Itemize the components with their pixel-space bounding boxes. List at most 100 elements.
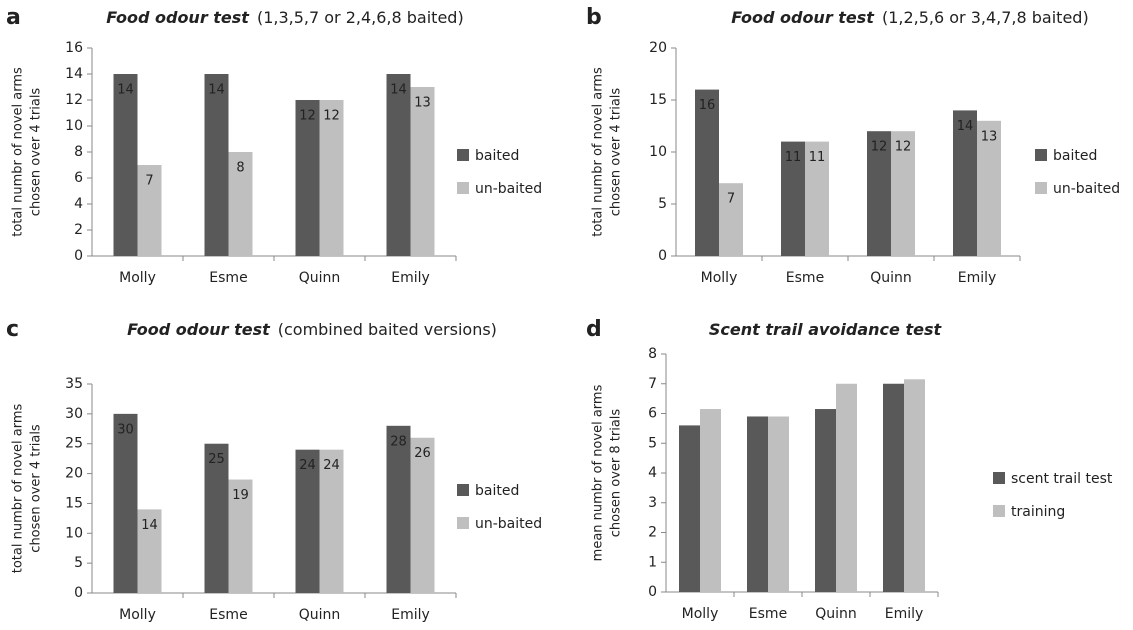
y-tick-label: 10 <box>649 144 667 160</box>
value-label: 25 <box>208 452 225 467</box>
legend-label: baited <box>475 483 519 499</box>
y-axis-label: chosen over 8 trials <box>609 409 624 538</box>
value-label: 13 <box>981 129 998 144</box>
y-axis-label: total numbr of novel arms <box>11 404 26 574</box>
chart-panel: c Food odour test (combined baited version… <box>6 317 542 623</box>
value-label: 14 <box>141 518 158 533</box>
x-tick-label: Emily <box>958 270 997 286</box>
bar <box>805 141 829 256</box>
value-label: 11 <box>785 150 802 165</box>
bar <box>295 100 320 256</box>
bar <box>815 409 836 592</box>
x-tick-label: Emily <box>391 270 430 286</box>
bar <box>386 74 411 256</box>
bar <box>836 383 857 592</box>
value-label: 11 <box>809 150 826 165</box>
title-note: (1,3,5,7 or 2,4,6,8 baited) <box>257 8 464 27</box>
bar <box>319 100 344 256</box>
chart-panel: d Scent trail avoidance test mean numbr of… <box>586 317 1113 622</box>
y-axis-label: chosen over 4 trials <box>29 424 44 553</box>
y-tick-label: 20 <box>649 40 667 56</box>
bar <box>977 120 1001 256</box>
y-tick-label: 6 <box>74 170 83 186</box>
bar <box>113 74 138 256</box>
y-tick-label: 15 <box>65 495 83 511</box>
y-tick-label: 1 <box>648 554 657 570</box>
value-label: 7 <box>145 174 153 189</box>
y-tick-label: 7 <box>648 376 657 392</box>
value-label: 12 <box>299 109 316 124</box>
value-label: 12 <box>323 109 340 124</box>
title-note: (combined baited versions) <box>278 320 497 339</box>
legend-label: training <box>1011 504 1065 520</box>
y-tick-label: 4 <box>74 196 83 212</box>
value-label: 24 <box>299 458 316 473</box>
legend-swatch <box>457 182 469 194</box>
legend-label: un-baited <box>475 181 542 197</box>
y-tick-label: 8 <box>74 144 83 160</box>
y-tick-label: 0 <box>74 248 83 264</box>
x-tick-label: Quinn <box>870 270 912 286</box>
x-tick-label: Esme <box>209 607 247 623</box>
y-axis-label: total numbr of novel arms <box>11 67 26 237</box>
legend-label: un-baited <box>475 516 542 532</box>
bar <box>781 141 805 256</box>
legend-swatch <box>1035 182 1047 194</box>
bar <box>319 449 344 593</box>
y-tick-label: 6 <box>648 406 657 422</box>
y-tick-label: 14 <box>65 66 83 82</box>
y-tick-label: 15 <box>649 92 667 108</box>
value-label: 14 <box>957 119 974 134</box>
value-label: 30 <box>117 422 134 437</box>
bar <box>137 165 162 256</box>
y-tick-label: 30 <box>65 406 83 422</box>
x-tick-label: Quinn <box>299 270 341 286</box>
x-tick-label: Molly <box>119 270 156 286</box>
chart-panel: a Food odour test (1,3,5,7 or 2,4,6,8 bait… <box>6 5 542 286</box>
bar <box>953 110 977 257</box>
y-axis-label: total numbr of novel arms <box>591 67 606 237</box>
legend-swatch <box>457 517 469 529</box>
y-tick-label: 16 <box>65 40 83 56</box>
panel-label: d <box>586 317 602 342</box>
value-label: 16 <box>699 98 716 113</box>
value-label: 26 <box>414 446 431 461</box>
x-tick-label: Molly <box>682 606 719 622</box>
y-tick-label: 5 <box>648 435 657 451</box>
y-tick-label: 0 <box>648 584 657 600</box>
title-main: Food odour test <box>127 320 271 339</box>
x-tick-label: Esme <box>209 270 247 286</box>
bar <box>719 183 743 256</box>
bar <box>228 152 253 256</box>
value-label: 14 <box>117 83 134 98</box>
value-label: 13 <box>414 96 431 111</box>
panel-label: b <box>586 5 602 30</box>
x-tick-label: Molly <box>119 607 156 623</box>
y-tick-label: 2 <box>648 525 657 541</box>
bar <box>700 409 721 592</box>
x-tick-label: Molly <box>701 270 738 286</box>
y-axis-label: mean numbr of novel arms <box>591 384 606 561</box>
bar <box>137 509 162 593</box>
legend-label: baited <box>1053 148 1097 164</box>
value-label: 19 <box>232 488 249 503</box>
y-tick-label: 35 <box>65 376 83 392</box>
chart-panel: b Food odour test (1,2,5,6 or 3,4,7,8 bait… <box>586 5 1120 286</box>
x-tick-label: Quinn <box>299 607 341 623</box>
legend-swatch <box>1035 149 1047 161</box>
bar <box>295 449 320 593</box>
y-tick-label: 25 <box>65 436 83 452</box>
legend-swatch <box>993 472 1005 484</box>
y-tick-label: 0 <box>658 248 667 264</box>
y-tick-label: 3 <box>648 495 657 511</box>
title-main: Food odour test <box>106 8 250 27</box>
y-tick-label: 8 <box>648 346 657 362</box>
title-main: Scent trail avoidance test <box>709 320 943 339</box>
value-label: 24 <box>323 458 340 473</box>
y-axis-label: chosen over 4 trials <box>609 88 624 217</box>
value-label: 14 <box>390 83 407 98</box>
bar <box>891 131 915 256</box>
legend-label: un-baited <box>1053 181 1120 197</box>
chart-title: Food odour test (1,3,5,7 or 2,4,6,8 baite… <box>106 8 463 27</box>
y-tick-label: 20 <box>65 466 83 482</box>
